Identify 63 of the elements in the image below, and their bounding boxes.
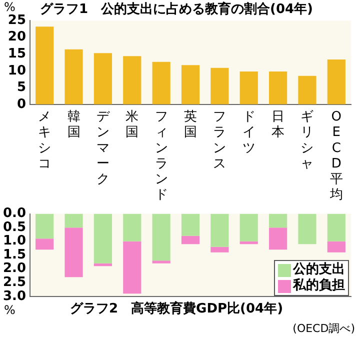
legend-label: 公的支出 [293,262,345,278]
bar [36,26,54,104]
x-tick-label: 日本 [272,110,285,140]
bar [298,214,316,244]
bar [210,68,229,104]
bar [240,214,258,242]
bar [327,214,346,242]
bar [152,260,170,264]
x-tick-label: OECD平均 [328,110,343,203]
bar [94,214,112,264]
y-tick-label: 20 [8,30,26,45]
bar [36,214,54,239]
x-tick-label: ドイツ [242,110,256,156]
y-tick-label: 10 [8,63,26,78]
bar [36,238,54,250]
bar [327,59,346,104]
y-tick-label: 0.0 [2,206,26,222]
text: グラフ2 高等教育費GDP比(04年) [70,300,284,317]
y-axis-title: % [4,303,16,317]
bar [94,53,112,104]
x-tick-label: デンマーク [96,110,110,187]
y-tick-label: 2.0 [2,261,26,276]
bar [152,62,170,104]
y-tick-label: 1.5 [2,247,26,262]
x-tick-label: 英国 [184,110,197,140]
x-tick-label: フランス [213,110,226,172]
y-tick-label: 2.5 [2,275,26,290]
y-tick-label: 0.5 [2,220,26,235]
bar [181,236,200,244]
text: (OECD調べ) [292,321,355,336]
bar [94,263,112,266]
y-tick-label: 25 [8,12,26,28]
bar [123,56,142,104]
chart-title: グラフ1 公的支出に占める教育の割合(04年) [40,1,314,18]
x-tick-label: 韓国 [67,110,80,140]
y-tick-label: 5 [16,80,26,96]
bar [152,214,170,261]
bar [298,76,316,104]
bar [269,214,288,228]
legend-label: 私的負担 [293,278,345,294]
y-tick-label: 1.0 [2,234,26,249]
x-tick-label: 米国 [126,110,139,140]
x-tick-label: フィンランド [154,110,168,203]
bar [64,214,83,228]
x-tick-label: ギリシャ [300,110,314,172]
bar [269,228,288,250]
bar [64,228,83,278]
x-tick-label: メキシコ [38,110,52,172]
bar [64,49,83,104]
bar [123,214,142,242]
y-tick-label: 0 [16,96,26,112]
bar [269,72,288,104]
y-axis-title: % [4,0,16,14]
bar [240,72,258,104]
bar [240,241,258,244]
bar [210,246,229,252]
bar [210,214,229,247]
bar [327,241,346,252]
bar [181,214,200,236]
y-tick-label: 3.0 [2,288,26,304]
bar [123,241,142,294]
bar [181,65,200,104]
y-tick-label: 15 [8,46,26,62]
